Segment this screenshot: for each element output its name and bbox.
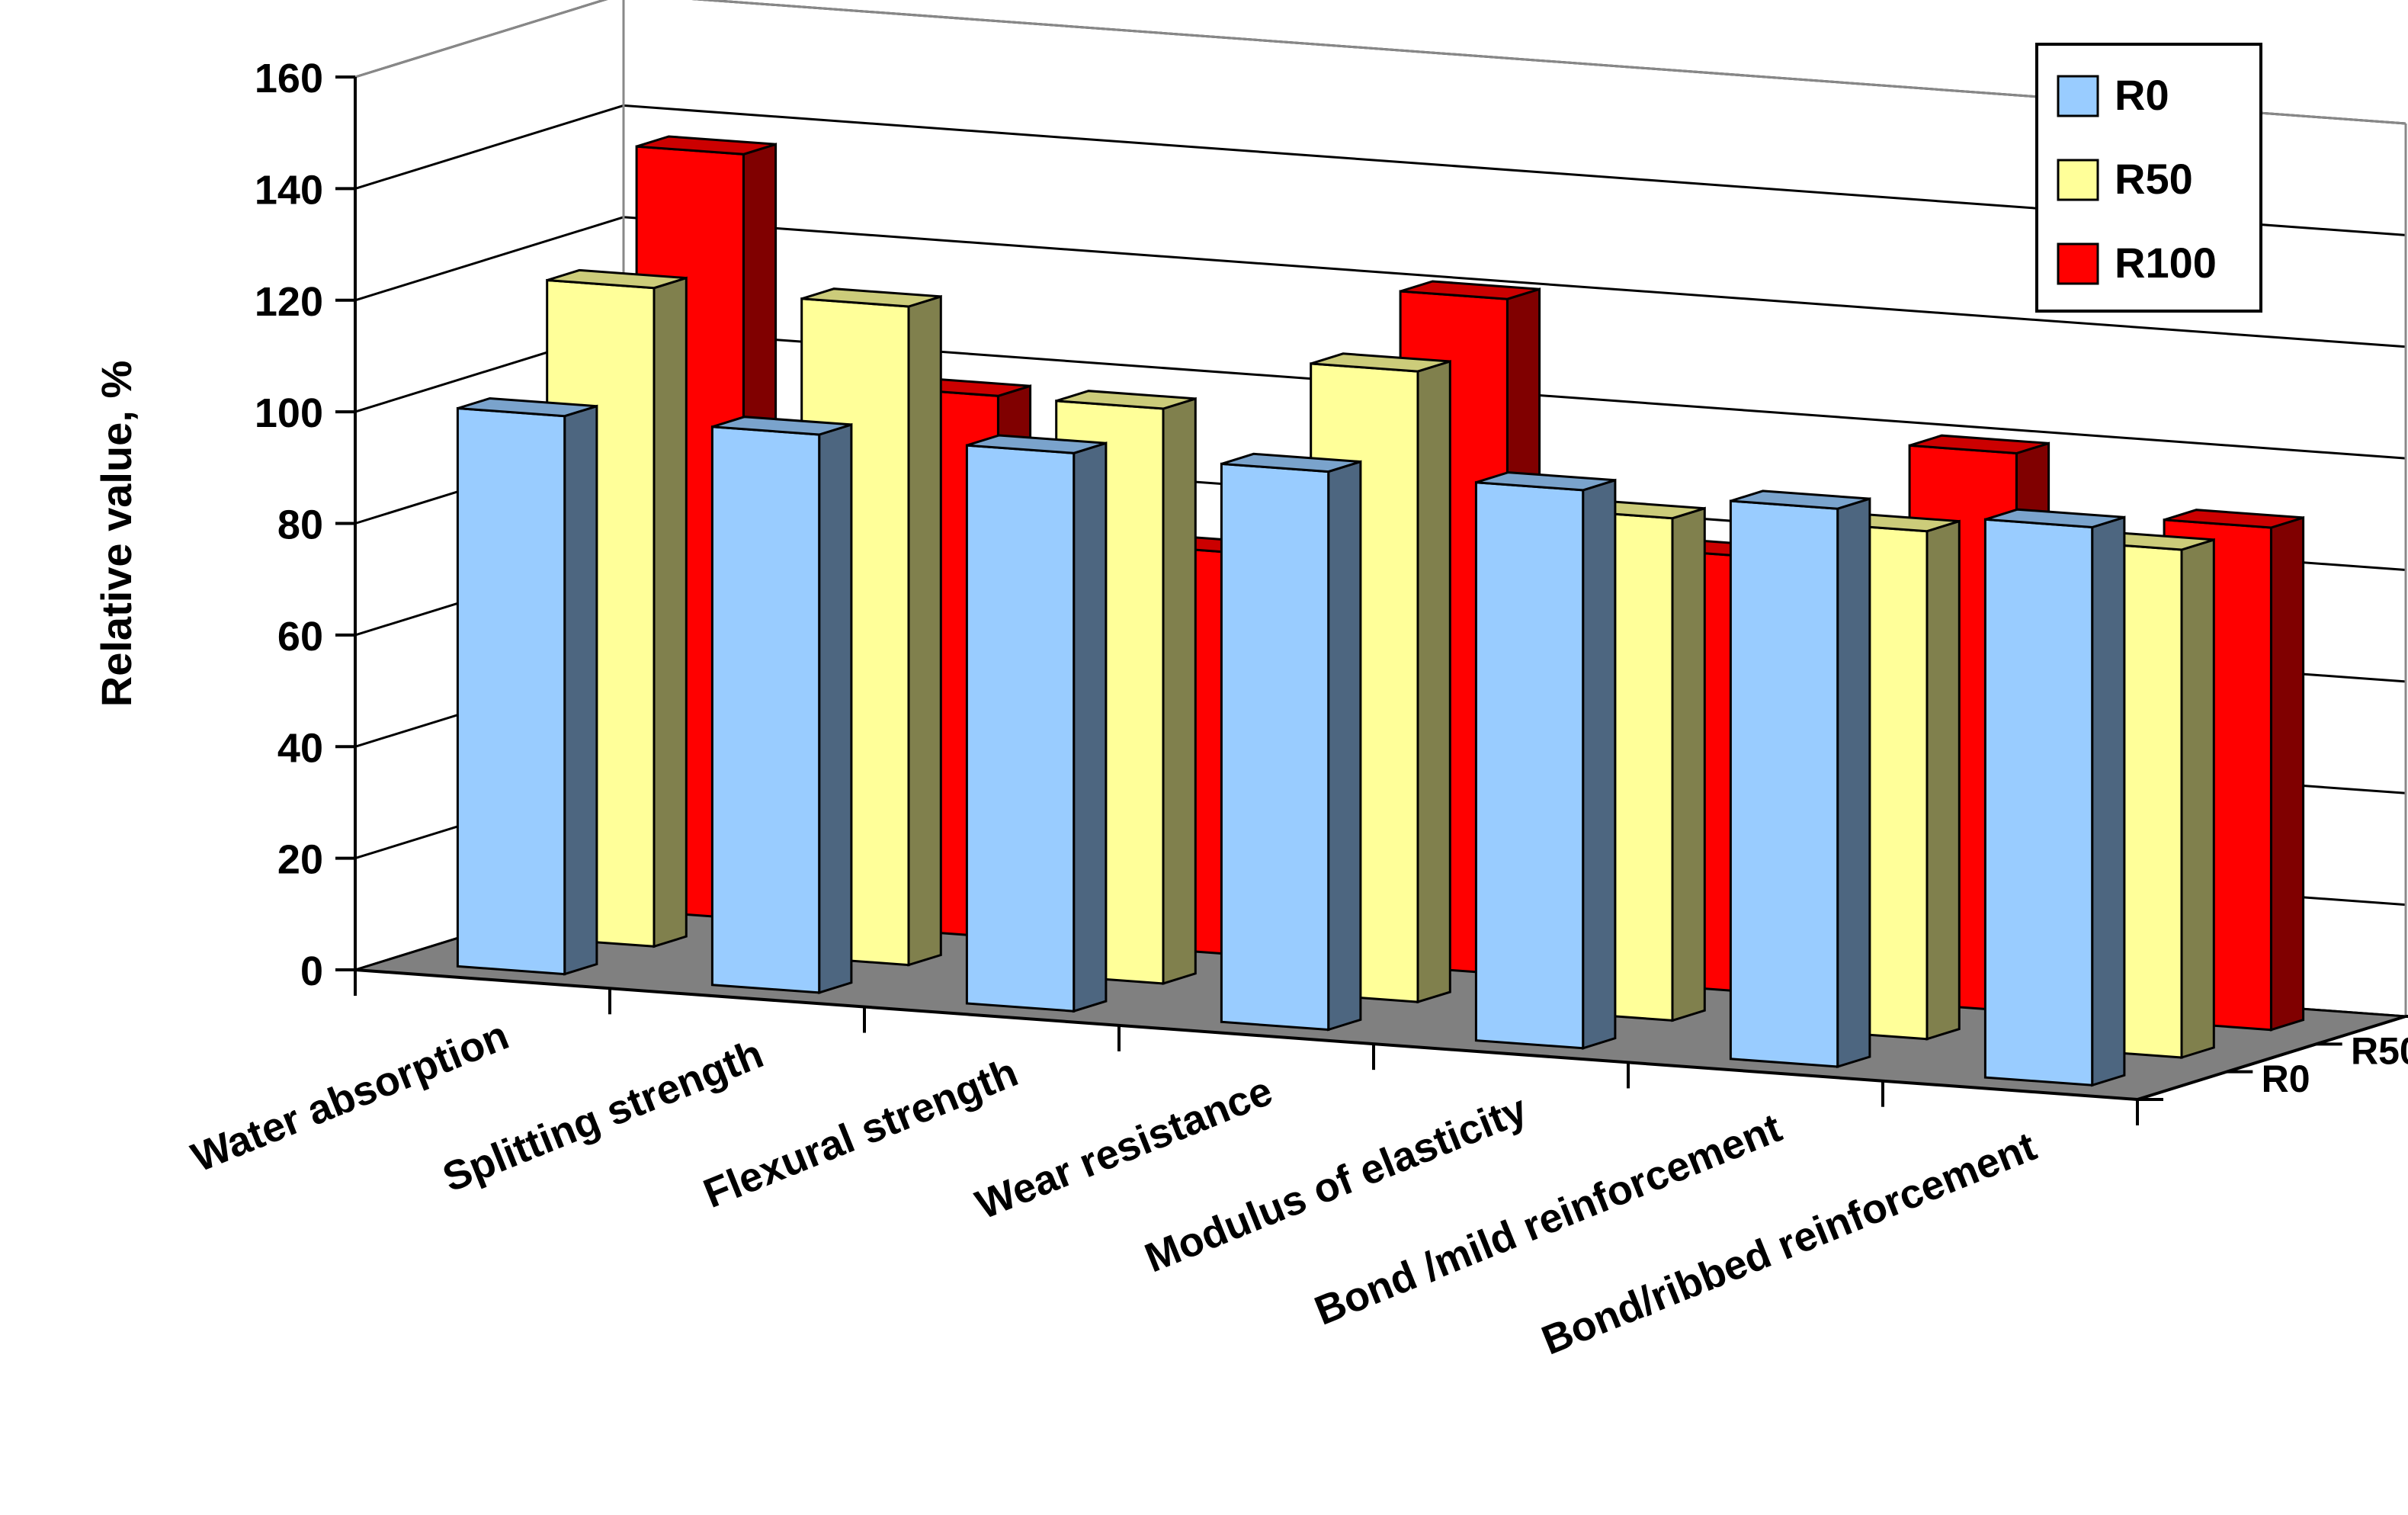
legend-label: R50: [2115, 155, 2193, 203]
x-category-label: Bond/ribbed reinforcement: [1535, 1123, 2042, 1363]
y-tick-label: 20: [277, 837, 323, 883]
bar-top: [547, 268, 687, 290]
wall-edge: [354, 0, 608, 79]
bar-top: [1909, 434, 2050, 455]
bar-side: [818, 422, 853, 994]
bar-front: [1729, 499, 1839, 1068]
bar-top: [1475, 471, 1616, 492]
bar-side: [1416, 359, 1451, 1004]
legend-label: R0: [2115, 71, 2169, 119]
bar-r0-2: [965, 434, 1108, 1013]
bar-top: [1310, 352, 1451, 373]
bar-top: [1400, 280, 1541, 300]
bar-r0-3: [1220, 452, 1362, 1032]
bar-front: [965, 444, 1076, 1013]
bars: [456, 135, 2305, 1087]
legend-item-r50: R50: [2057, 155, 2193, 203]
legend-item-r0: R0: [2057, 71, 2169, 119]
x-axis: [354, 968, 2138, 1101]
bar-side: [653, 276, 688, 948]
y-tick-label: 120: [255, 279, 323, 325]
bar-front: [456, 406, 566, 976]
bar-r0-0: [456, 396, 598, 976]
y-tick-label: 40: [277, 725, 323, 771]
bar-top: [966, 434, 1107, 454]
legend-label: R100: [2115, 239, 2217, 287]
bar-r0-1: [710, 416, 853, 994]
bar-side: [1327, 460, 1362, 1032]
bar-front: [1474, 481, 1585, 1050]
y-tick-label: 60: [277, 614, 323, 660]
bar-r0-6: [1983, 508, 2126, 1087]
y-axis-title: Relative value, %: [92, 361, 140, 707]
legend-item-r100: R100: [2057, 239, 2217, 287]
bar-side: [1162, 396, 1197, 985]
bar-side: [1582, 478, 1617, 1050]
bar-top: [711, 416, 852, 436]
bar-side: [1671, 506, 1706, 1022]
bar-front: [1220, 462, 1330, 1032]
x-category-label: Bond /mild reinforcement: [1309, 1105, 1788, 1334]
axes: [335, 75, 2408, 1125]
legend: R0 R50 R100: [2035, 43, 2262, 313]
bar-r0-4: [1474, 471, 1617, 1050]
y-tick-label: 160: [255, 56, 323, 101]
bar-side: [1925, 519, 1961, 1041]
y-tick-label: 0: [300, 948, 323, 994]
bar-top: [1220, 452, 1361, 473]
bar-side: [1073, 441, 1108, 1013]
y-tick-label: 140: [255, 167, 323, 213]
bar-top: [1730, 489, 1871, 510]
bar-top: [2163, 509, 2304, 529]
bar-top: [636, 135, 777, 156]
bar-top: [1984, 508, 2125, 529]
y-tick-label: 100: [255, 390, 323, 436]
bar-side: [1836, 497, 1871, 1069]
legend-swatch: [2057, 242, 2099, 285]
legend-swatch: [2057, 159, 2099, 201]
bar-top: [457, 396, 598, 418]
bar-side: [907, 294, 942, 967]
legend-swatch: [2057, 75, 2099, 117]
depth-axis-label: R50: [2351, 1030, 2408, 1073]
bar-top: [801, 287, 941, 308]
bar-side: [2269, 515, 2305, 1032]
bar-front: [710, 425, 821, 994]
bar-r0-5: [1729, 489, 1871, 1069]
bar-front: [1983, 518, 2094, 1086]
bar-side: [2091, 515, 2126, 1087]
y-tick-label: 80: [277, 502, 323, 548]
bar-side: [563, 404, 598, 976]
bar-side: [2180, 538, 2215, 1060]
bar-top: [1056, 390, 1196, 410]
depth-axis: [2137, 1015, 2406, 1101]
depth-axis-label: R0: [2262, 1058, 2310, 1100]
